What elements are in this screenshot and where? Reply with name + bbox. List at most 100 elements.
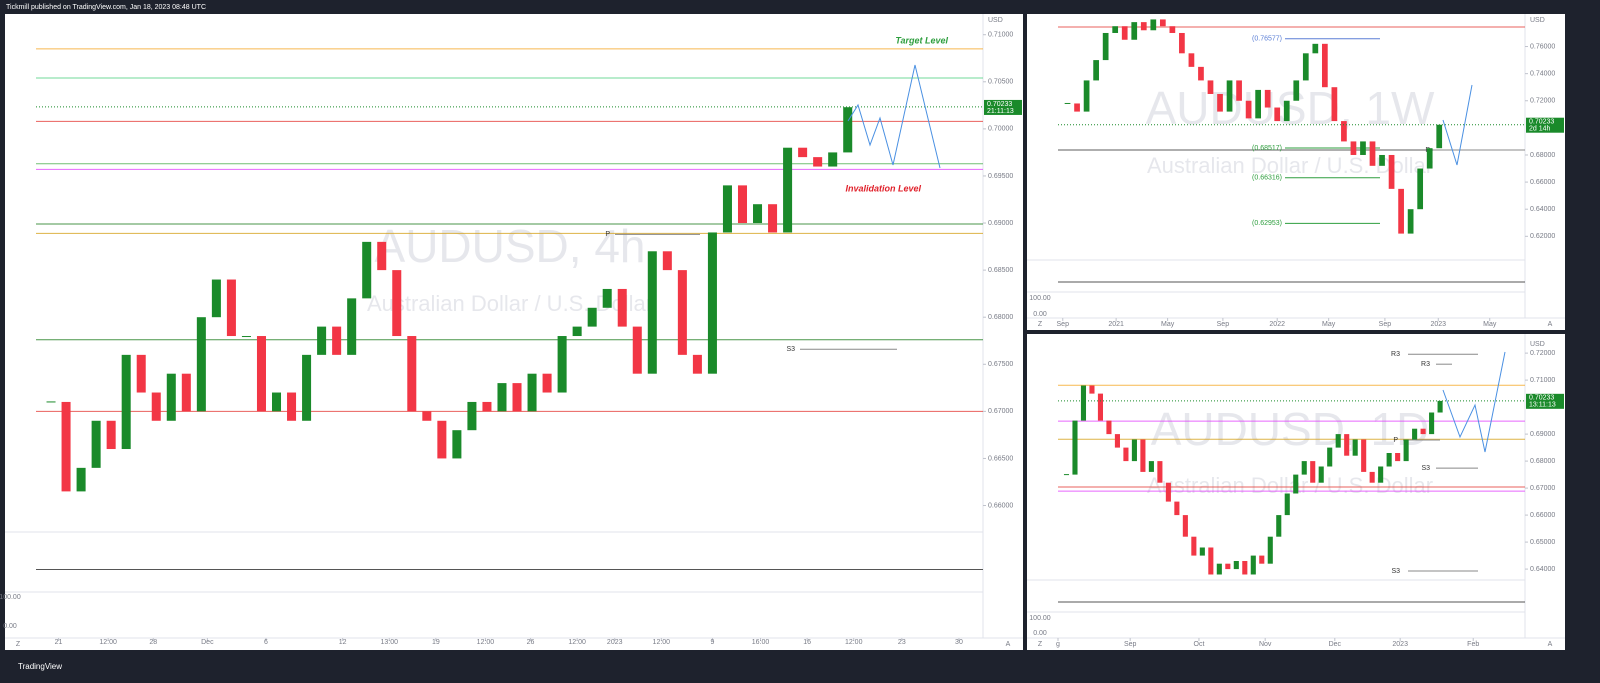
candle bbox=[1379, 154, 1385, 166]
candle bbox=[1123, 447, 1129, 462]
candle bbox=[271, 392, 282, 412]
y-tick-label: 0.68000 bbox=[988, 314, 1013, 321]
candle bbox=[662, 251, 672, 271]
candle bbox=[302, 354, 312, 421]
scale-button[interactable]: Z bbox=[16, 641, 21, 648]
candle bbox=[1074, 103, 1080, 112]
candle bbox=[166, 373, 176, 421]
candle bbox=[1437, 400, 1443, 413]
candle bbox=[1131, 439, 1137, 462]
x-tick-label: Sep bbox=[1217, 321, 1230, 328]
pivot-label: P bbox=[605, 231, 610, 238]
candle bbox=[1225, 563, 1231, 570]
countdown: 2d 14h bbox=[1529, 126, 1551, 133]
candle bbox=[1274, 107, 1281, 122]
scale-button[interactable]: A bbox=[1006, 641, 1011, 648]
osc-label: 100.00 bbox=[1029, 295, 1051, 302]
last-price-box bbox=[1526, 393, 1564, 409]
scale-button[interactable]: Z bbox=[1038, 641, 1043, 648]
candle bbox=[1089, 385, 1095, 394]
y-tick-label: 0.66500 bbox=[988, 455, 1013, 462]
x-tick-label: 12:00 bbox=[568, 639, 586, 646]
candle bbox=[1217, 93, 1223, 112]
candle bbox=[1112, 26, 1119, 33]
x-tick-label: 30 bbox=[955, 639, 963, 646]
scale-button[interactable]: A bbox=[1548, 641, 1553, 648]
candle bbox=[1216, 563, 1222, 575]
candle bbox=[707, 232, 717, 374]
osc-label: 0.00 bbox=[3, 623, 17, 630]
x-tick-label: Oct bbox=[1194, 641, 1205, 648]
candle bbox=[1361, 439, 1367, 472]
x-tick-label: Dec bbox=[1329, 641, 1342, 648]
candle bbox=[1250, 555, 1256, 575]
last-price-label: 0.70233 bbox=[987, 101, 1012, 108]
candle bbox=[632, 326, 642, 374]
candle bbox=[1293, 474, 1299, 494]
x-tick-label: May bbox=[1483, 321, 1497, 328]
candle bbox=[1276, 515, 1282, 537]
x-tick-label: 2023 bbox=[1430, 321, 1446, 328]
candle bbox=[1331, 87, 1338, 122]
candle bbox=[1199, 547, 1205, 556]
candle bbox=[482, 401, 492, 412]
candle bbox=[1283, 100, 1290, 122]
footer-brand: TradingView bbox=[18, 662, 62, 671]
candle bbox=[1420, 428, 1426, 435]
candle bbox=[1360, 141, 1366, 155]
last-price-box bbox=[1526, 117, 1564, 133]
candle bbox=[1182, 515, 1188, 537]
y-tick-label: 0.68000 bbox=[1530, 152, 1555, 159]
x-tick-label: 12:00 bbox=[99, 639, 117, 646]
scale-button[interactable]: Z bbox=[1038, 321, 1043, 328]
x-tick-label: Feb bbox=[1467, 641, 1479, 648]
candle bbox=[1157, 461, 1163, 483]
x-tick-label: Sep bbox=[1057, 321, 1070, 328]
y-tick-label: 0.66000 bbox=[1530, 179, 1555, 186]
candle bbox=[1429, 412, 1435, 435]
candle bbox=[437, 420, 447, 459]
candle bbox=[1417, 168, 1424, 210]
x-tick-label: 13:00 bbox=[380, 639, 398, 646]
candle bbox=[1169, 26, 1176, 33]
y-tick-label: 0.64000 bbox=[1530, 566, 1555, 573]
candle bbox=[1321, 43, 1328, 88]
candle bbox=[1310, 461, 1316, 483]
candle bbox=[1284, 493, 1290, 516]
x-tick-label: 16:00 bbox=[752, 639, 770, 646]
candle bbox=[1191, 536, 1197, 556]
x-tick-label: 12 bbox=[339, 639, 347, 646]
candle bbox=[362, 241, 372, 299]
candle bbox=[1293, 80, 1300, 101]
candle bbox=[497, 383, 507, 412]
candle bbox=[287, 392, 297, 421]
candle bbox=[91, 420, 101, 468]
last-price-box bbox=[984, 99, 1022, 115]
candle bbox=[1208, 547, 1214, 575]
x-tick-label: 23 bbox=[898, 639, 906, 646]
candle bbox=[828, 152, 838, 167]
last-price-label: 0.70233 bbox=[1529, 119, 1554, 126]
y-tick-label: 0.70500 bbox=[988, 79, 1013, 86]
projection bbox=[1442, 84, 1473, 166]
candle bbox=[1369, 141, 1376, 166]
candle bbox=[1179, 32, 1185, 54]
candle bbox=[1207, 80, 1214, 94]
y-tick-label: 0.67500 bbox=[988, 361, 1013, 368]
candle bbox=[76, 467, 86, 492]
panel bbox=[1027, 14, 1565, 330]
candle bbox=[256, 336, 266, 412]
watermark-title: AUDUSD, 4h bbox=[375, 220, 646, 272]
candle bbox=[377, 241, 387, 271]
scale-button[interactable]: A bbox=[1548, 321, 1553, 328]
y-tick-label: 0.70000 bbox=[988, 126, 1013, 133]
annotation: Invalidation Level bbox=[845, 184, 921, 194]
annotation: Target Level bbox=[895, 36, 948, 46]
candle bbox=[602, 288, 612, 308]
x-tick-label: Sep bbox=[1124, 641, 1137, 648]
osc-label: 0.00 bbox=[1033, 630, 1047, 637]
x-tick-label: 2023 bbox=[607, 639, 623, 646]
x-tick-label: 2022 bbox=[1269, 321, 1285, 328]
candle bbox=[1259, 555, 1265, 564]
candle bbox=[1121, 26, 1128, 40]
